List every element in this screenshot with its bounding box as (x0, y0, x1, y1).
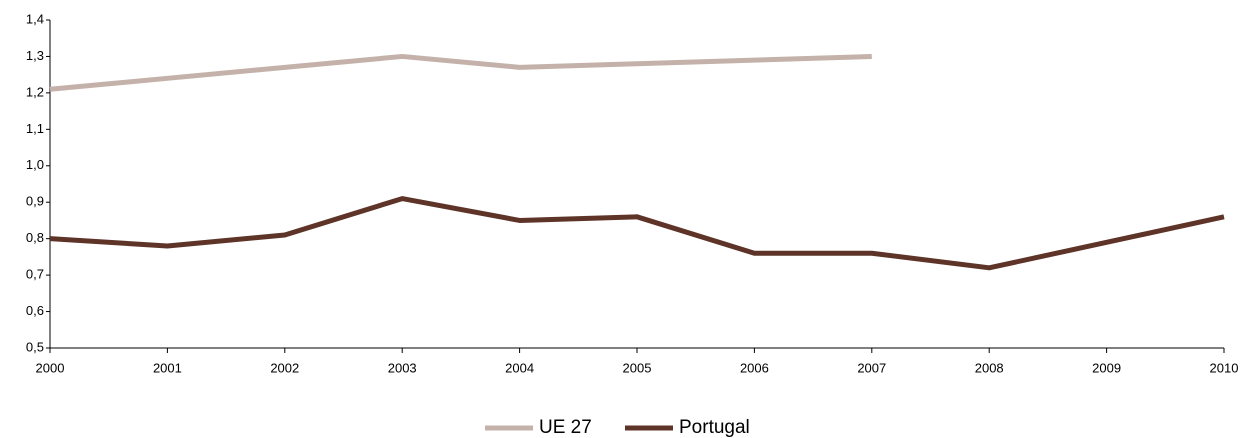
x-tick-label: 2004 (505, 360, 534, 375)
x-tick-label: 2006 (740, 360, 769, 375)
y-tick-label: 0,7 (26, 267, 44, 282)
x-tick-label: 2008 (975, 360, 1004, 375)
x-tick-label: 2009 (1092, 360, 1121, 375)
y-tick-label: 1,3 (26, 48, 44, 63)
legend-label: UE 27 (539, 417, 592, 438)
x-tick-label: 2001 (153, 360, 182, 375)
x-tick-label: 2002 (270, 360, 299, 375)
x-tick-label: 2003 (388, 360, 417, 375)
y-tick-label: 0,8 (26, 230, 44, 245)
x-tick-label: 2005 (623, 360, 652, 375)
y-tick-label: 1,2 (26, 84, 44, 99)
y-tick-label: 1,4 (26, 11, 44, 26)
y-tick-label: 0,5 (26, 339, 44, 354)
y-tick-label: 1,1 (26, 121, 44, 136)
y-tick-label: 1,0 (26, 157, 44, 172)
y-tick-label: 0,9 (26, 194, 44, 209)
x-tick-label: 2010 (1210, 360, 1239, 375)
legend-label: Portugal (679, 417, 750, 438)
series-line (49, 53, 872, 92)
y-tick-label: 0,6 (26, 303, 44, 318)
series-line (49, 196, 1225, 271)
x-tick-label: 2000 (36, 360, 65, 375)
x-tick-label: 2007 (857, 360, 886, 375)
